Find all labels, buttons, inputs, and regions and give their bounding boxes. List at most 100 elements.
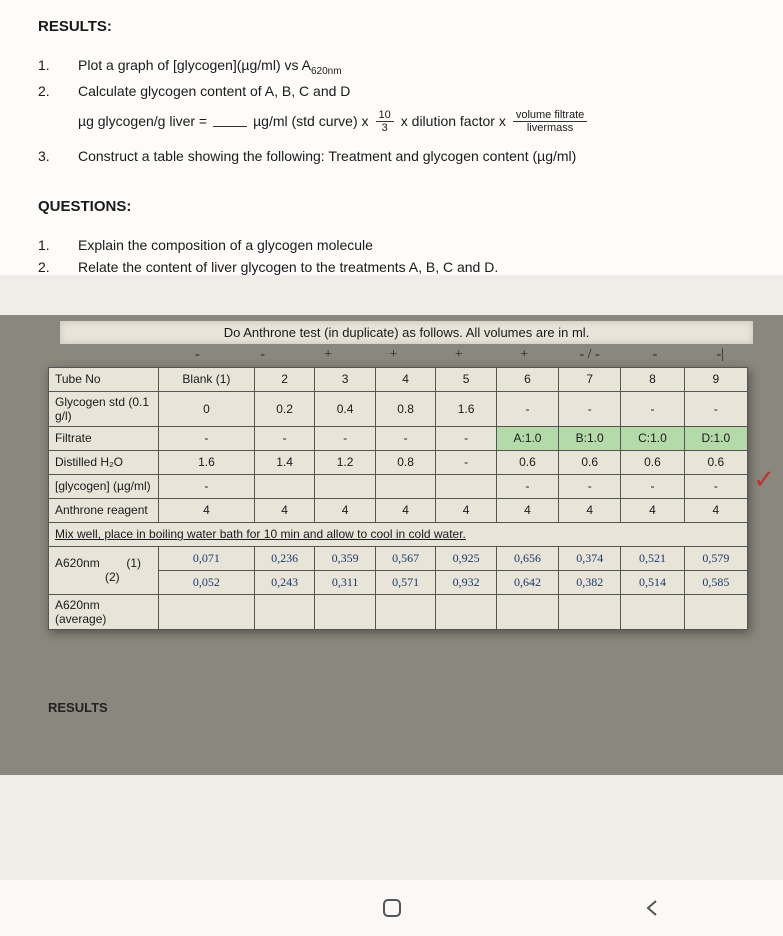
trial-row-1: A620nm (1) (2) 0,071 0,236 0,359 0,567 0… (49, 546, 748, 570)
cell: - (436, 450, 497, 474)
table-row: Filtrate - - - - - A:1.0 B:1.0 C:1.0 D:1… (49, 426, 748, 450)
sym: - (165, 347, 230, 363)
sym: -| (688, 347, 753, 363)
protocol-caption: Do Anthrone test (in duplicate) as follo… (60, 321, 753, 344)
cell: - (559, 391, 621, 426)
home-button[interactable] (362, 890, 422, 926)
note-text: Mix well, place in boiling water bath fo… (49, 522, 748, 546)
label-text: A620nm (55, 556, 100, 570)
result-item-2: 2. Calculate glycogen content of A, B, C… (38, 83, 745, 99)
col-header: 7 (559, 367, 621, 391)
cell: 1.4 (254, 450, 315, 474)
table-row: Glycogen std (0.1 g/l) 0 0.2 0.4 0.8 1.6… (49, 391, 748, 426)
cell (436, 474, 497, 498)
hand-val: 0,243 (254, 570, 315, 594)
fraction-num: volume filtrate (513, 109, 587, 122)
sym: - (622, 347, 687, 363)
hand-val: 0,642 (496, 570, 558, 594)
cell: 0.8 (375, 450, 436, 474)
cell: - (159, 426, 255, 450)
cell: 4 (254, 498, 315, 522)
document-top: RESULTS: 1. Plot a graph of [glycogen](µ… (0, 0, 783, 275)
avg-label: A620nm (average) (49, 594, 159, 629)
back-button[interactable] (623, 890, 683, 926)
cell: 4 (684, 498, 747, 522)
sym: + (426, 347, 491, 363)
table-row: [glycogen] (µg/ml) - - - - - (49, 474, 748, 498)
note-row: Mix well, place in boiling water bath fo… (49, 522, 748, 546)
cell: C:1.0 (621, 426, 684, 450)
sym: + (491, 347, 556, 363)
row-label: [glycogen] (µg/ml) (49, 474, 159, 498)
fraction-den: livermass (524, 122, 576, 134)
hand-val: 0,514 (621, 570, 684, 594)
hand-val: 0,359 (315, 546, 376, 570)
hand-val: 0,585 (684, 570, 747, 594)
cell: - (315, 426, 376, 450)
hand-val: 0,656 (496, 546, 558, 570)
hand-val: 0,579 (684, 546, 747, 570)
sym: - (230, 347, 295, 363)
cell: 0.6 (684, 450, 747, 474)
cell: - (559, 474, 621, 498)
row-label: Filtrate (49, 426, 159, 450)
text-fragment: Plot a graph of [glycogen](µg/ml) vs A (78, 57, 311, 73)
item-text: Construct a table showing the following:… (78, 148, 745, 164)
trial-n: (1) (126, 556, 141, 570)
formula-lhs: µg glycogen/g liver = (78, 113, 207, 129)
average-row: A620nm (average) (49, 594, 748, 629)
col-header: 5 (436, 367, 497, 391)
result-item-3: 3. Construct a table showing the followi… (38, 148, 745, 164)
cell: - (684, 474, 747, 498)
question-2: 2. Relate the content of liver glycogen … (38, 259, 745, 275)
cell: - (621, 391, 684, 426)
cell: - (254, 426, 315, 450)
item-text: Calculate glycogen content of A, B, C an… (78, 83, 745, 99)
questions-heading: QUESTIONS: (38, 198, 745, 215)
hand-val: 0,925 (436, 546, 497, 570)
cell: - (621, 474, 684, 498)
cell: 4 (436, 498, 497, 522)
results-cutoff: RESULTS (48, 700, 108, 715)
cell: 0.2 (254, 391, 315, 426)
cell: 1.2 (315, 450, 376, 474)
row-label: Distilled H₂O (49, 450, 159, 474)
formula: µg glycogen/g liver = µg/ml (std curve) … (78, 109, 745, 134)
question-1: 1. Explain the composition of a glycogen… (38, 237, 745, 253)
hand-val: 0,311 (315, 570, 376, 594)
table-row: Distilled H₂O 1.6 1.4 1.2 0.8 - 0.6 0.6 … (49, 450, 748, 474)
fraction-2: volume filtrate livermass (513, 109, 587, 134)
cell: 4 (496, 498, 558, 522)
item-text: Relate the content of liver glycogen to … (78, 259, 745, 275)
hand-val: 0,236 (254, 546, 315, 570)
results-heading: RESULTS: (38, 18, 745, 35)
col-header: 9 (684, 367, 747, 391)
cell: 4 (315, 498, 376, 522)
cell: B:1.0 (559, 426, 621, 450)
col-header: 3 (315, 367, 376, 391)
col-header: Blank (1) (159, 367, 255, 391)
table-row: Anthrone reagent 4 4 4 4 4 4 4 4 4 (49, 498, 748, 522)
cell: - (375, 426, 436, 450)
hand-val: 0,382 (559, 570, 621, 594)
result-item-1: 1. Plot a graph of [glycogen](µg/ml) vs … (38, 57, 745, 77)
recents-button[interactable] (101, 890, 161, 926)
hand-val: 0,374 (559, 546, 621, 570)
col-header: 8 (621, 367, 684, 391)
col-header: 6 (496, 367, 558, 391)
row-label: Glycogen std (0.1 g/l) (49, 391, 159, 426)
cell (254, 474, 315, 498)
cell: 0.6 (621, 450, 684, 474)
sym: - / - (557, 347, 622, 363)
hand-val: 0,071 (159, 546, 255, 570)
col-header: 2 (254, 367, 315, 391)
cell: 4 (375, 498, 436, 522)
hand-val: 0,571 (375, 570, 436, 594)
cell: 0 (159, 391, 255, 426)
cell: D:1.0 (684, 426, 747, 450)
android-navbar (0, 880, 783, 936)
hand-val: 0,567 (375, 546, 436, 570)
sym: + (361, 347, 426, 363)
cell: - (159, 474, 255, 498)
item-text: Explain the composition of a glycogen mo… (78, 237, 745, 253)
